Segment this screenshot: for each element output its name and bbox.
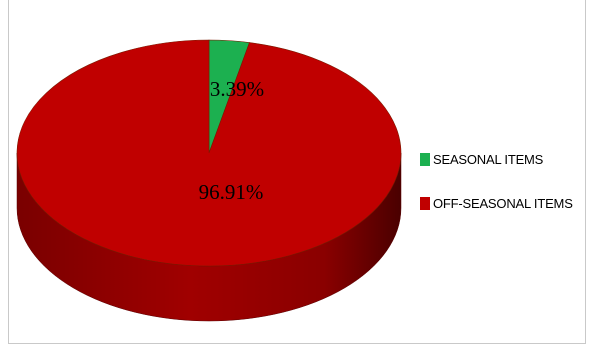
legend-label-seasonal: SEASONAL ITEMS [433, 151, 544, 167]
legend-swatch-seasonal [420, 152, 430, 166]
legend: SEASONAL ITEMS OFF-SEASONAL ITEMS [420, 149, 573, 237]
legend-item-seasonal: SEASONAL ITEMS [420, 149, 573, 169]
data-label-seasonal: 3.39% [210, 77, 264, 101]
pie-slice-off-seasonal [16, 39, 402, 267]
legend-swatch-off-seasonal [420, 196, 430, 210]
pie-chart: 3.39% 96.91% [16, 39, 402, 322]
legend-label-off-seasonal: OFF-SEASONAL ITEMS [433, 195, 573, 211]
legend-item-off-seasonal: OFF-SEASONAL ITEMS [420, 193, 573, 213]
data-label-off-seasonal: 96.91% [199, 180, 264, 204]
chart-frame: 3.39% 96.91% SEASONAL ITEMS OFF-SEASONAL … [8, 0, 586, 344]
